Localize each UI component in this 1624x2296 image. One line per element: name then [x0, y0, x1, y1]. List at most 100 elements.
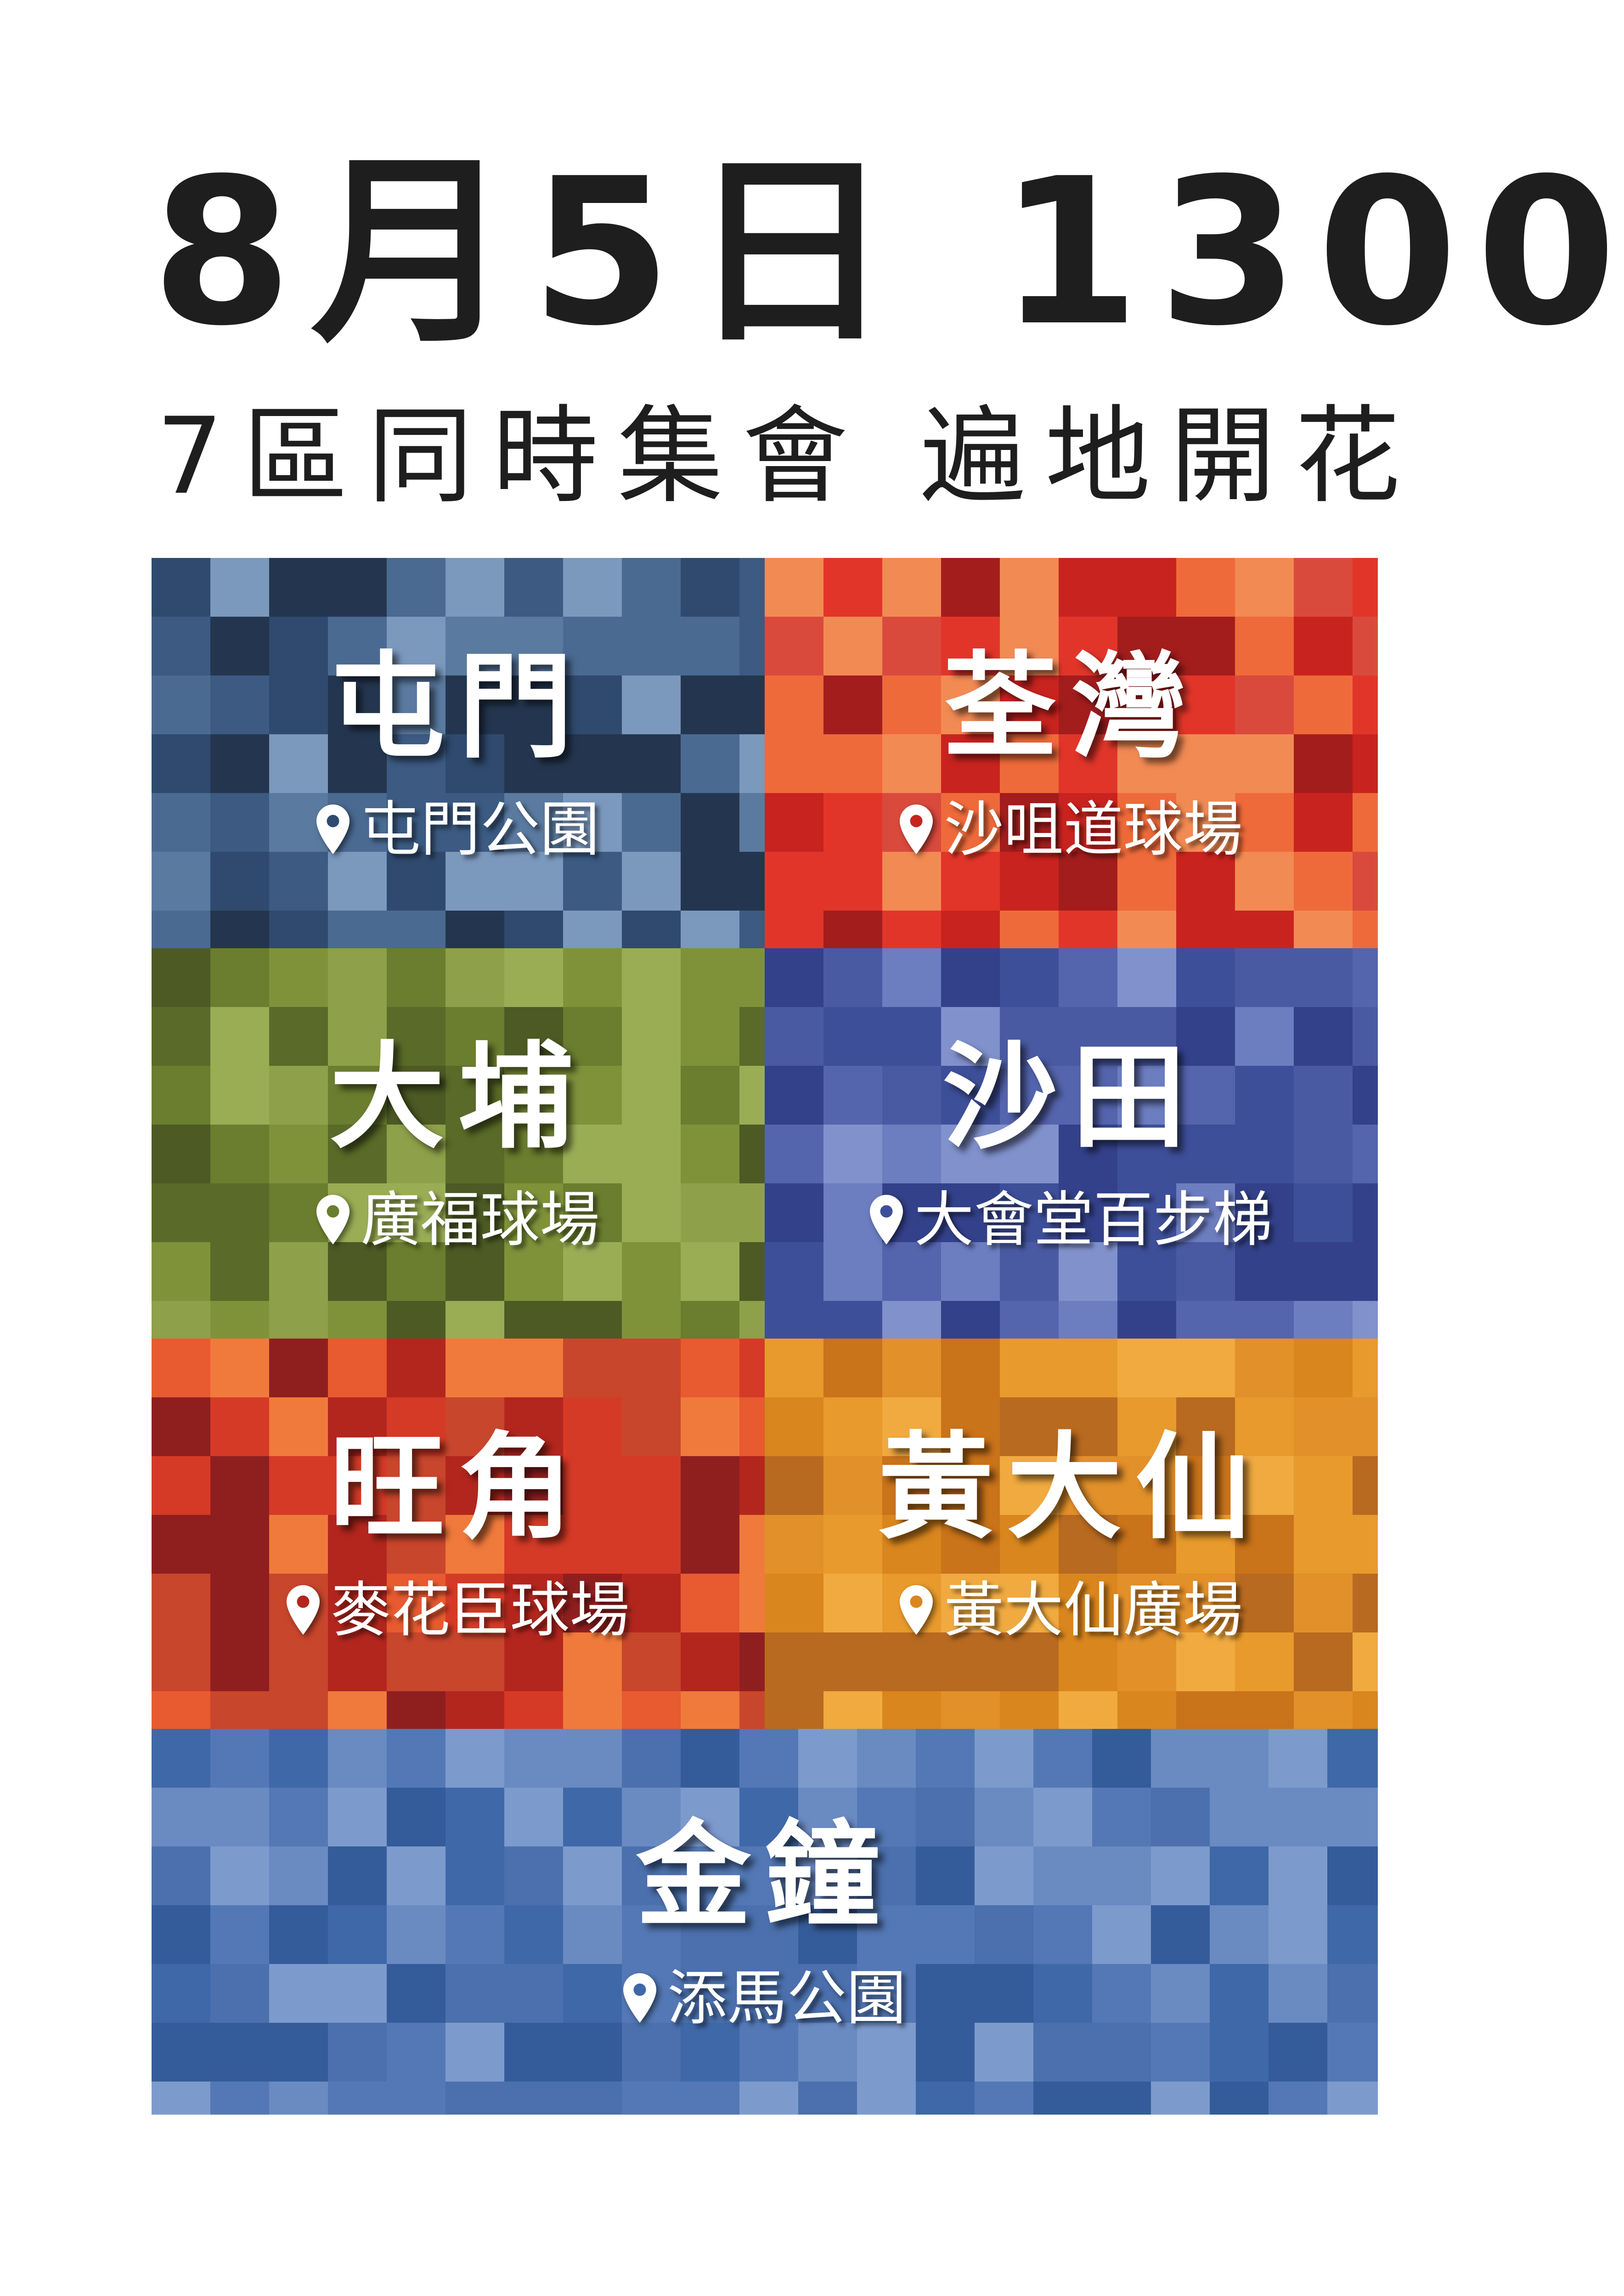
mosaic-cell [504, 1242, 563, 1301]
location-pin-icon [900, 1585, 933, 1635]
mosaic-cell [269, 1066, 328, 1125]
mosaic-cell [739, 948, 765, 1007]
mosaic-cell [1033, 1729, 1092, 1788]
mosaic-cell [1000, 675, 1059, 734]
mosaic-cell [1294, 1397, 1353, 1456]
mosaic-cell [1176, 558, 1235, 617]
mosaic-cell [941, 852, 1000, 911]
mosaic-cell [328, 852, 387, 911]
mosaic-cell [563, 1125, 622, 1183]
mosaic-cell [1210, 1729, 1269, 1788]
mosaic-cell [823, 793, 882, 852]
mosaic-cell [1235, 1515, 1294, 1574]
mosaic-cell [387, 1729, 445, 1788]
venue-name: 麥花臣球場 [331, 1575, 630, 1645]
mosaic-cell [1059, 1515, 1117, 1574]
mosaic-cell [445, 1007, 504, 1066]
mosaic-cell [1235, 1339, 1294, 1397]
mosaic-cell [152, 1729, 210, 1788]
mosaic-cell [622, 1515, 681, 1574]
mosaic-cell [152, 1632, 210, 1691]
mosaic-cell [823, 1339, 882, 1397]
mosaic-cell [1353, 1397, 1378, 1456]
mosaic-cell [152, 1964, 210, 2023]
mosaic-cell [210, 1729, 269, 1788]
venue-label: 屯門公園 [316, 794, 600, 865]
mosaic-cell [1117, 1339, 1176, 1397]
mosaic-cell [387, 558, 445, 617]
mosaic-cell [1235, 1691, 1294, 1729]
mosaic-cell [1294, 1301, 1353, 1339]
mosaic-cell [823, 1456, 882, 1515]
mosaic-cell [1294, 1183, 1353, 1242]
mosaic-cell [1117, 1007, 1176, 1066]
mosaic-cell [941, 1125, 1000, 1183]
mosaic-cell [1059, 617, 1117, 675]
mosaic-cell [445, 1456, 504, 1515]
mosaic-background [152, 558, 765, 948]
mosaic-cell [1033, 2082, 1092, 2115]
mosaic-cell [1151, 1788, 1210, 1846]
mosaic-cell [387, 911, 445, 948]
mosaic-cell [681, 734, 739, 793]
venue-name: 屯門公園 [361, 794, 600, 865]
mosaic-cell [1033, 2023, 1092, 2082]
mosaic-cell [916, 1788, 975, 1846]
location-pin-icon [870, 1195, 903, 1245]
mosaic-cell [681, 1183, 739, 1242]
mosaic-cell [622, 1691, 681, 1729]
mosaic-cell [765, 558, 823, 617]
mosaic-cell [765, 1339, 823, 1397]
mosaic-cell [857, 1905, 916, 1964]
mosaic-cell [210, 1125, 269, 1183]
mosaic-cell [1176, 617, 1235, 675]
mosaic-cell [1176, 948, 1235, 1007]
mosaic-cell [941, 1339, 1000, 1397]
mosaic-cell [152, 1301, 210, 1339]
mosaic-cell [269, 1964, 328, 2023]
mosaic-cell [210, 1339, 269, 1397]
mosaic-cell [681, 852, 739, 911]
mosaic-cell [1176, 1007, 1235, 1066]
mosaic-cell [1353, 1183, 1378, 1242]
mosaic-cell [622, 1183, 681, 1242]
mosaic-cell [387, 1691, 445, 1729]
mosaic-cell [1117, 1242, 1176, 1301]
mosaic-cell [1269, 2023, 1327, 2082]
mosaic-cell [504, 1397, 563, 1456]
mosaic-cell [1294, 558, 1353, 617]
mosaic-cell [1176, 1125, 1235, 1183]
mosaic-cell [1117, 1125, 1176, 1183]
mosaic-cell [387, 793, 445, 852]
mosaic-cell [765, 1574, 823, 1632]
mosaic-cell [1353, 852, 1378, 911]
mosaic-cell [681, 558, 739, 617]
mosaic-cell [765, 793, 823, 852]
mosaic-cell [1269, 2082, 1327, 2115]
mosaic-cell [563, 1905, 622, 1964]
mosaic-cell [798, 1905, 857, 1964]
location-pin-icon [900, 805, 933, 855]
mosaic-cell [328, 2082, 387, 2115]
mosaic-cell [328, 911, 387, 948]
mosaic-cell [387, 1301, 445, 1339]
mosaic-cell [387, 1125, 445, 1183]
mosaic-cell [1151, 1964, 1210, 2023]
mosaic-cell [152, 948, 210, 1007]
mosaic-cell [1235, 948, 1294, 1007]
mosaic-cell [563, 1729, 622, 1788]
mosaic-cell [1294, 911, 1353, 948]
mosaic-cell [882, 1339, 941, 1397]
mosaic-cell [210, 1301, 269, 1339]
mosaic-cell [739, 1339, 765, 1397]
mosaic-cell [681, 1632, 739, 1691]
mosaic-cell [1176, 793, 1235, 852]
mosaic-cell [445, 734, 504, 793]
mosaic-cell [152, 1456, 210, 1515]
mosaic-cell [387, 1066, 445, 1125]
district-name: 屯門 [329, 640, 587, 774]
mosaic-cell [328, 1397, 387, 1456]
mosaic-cell [739, 617, 765, 675]
mosaic-cell [328, 1632, 387, 1691]
mosaic-cell [1117, 948, 1176, 1007]
